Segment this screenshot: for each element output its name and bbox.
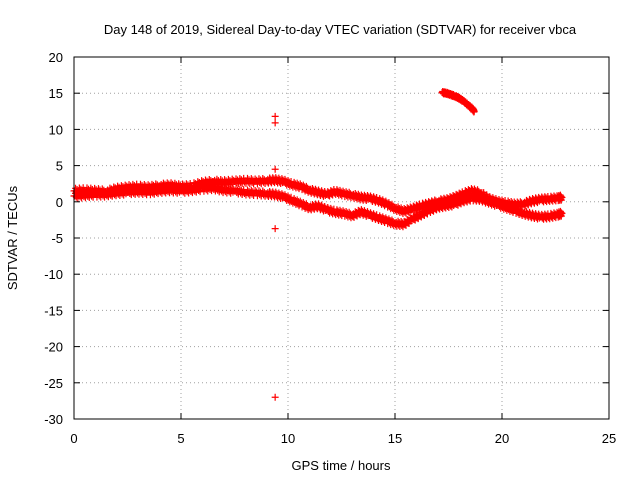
outlier-point [271, 119, 279, 127]
x-tick-label: 10 [281, 431, 295, 446]
x-tick-label: 15 [388, 431, 402, 446]
y-tick-label: 15 [49, 86, 63, 101]
data-point [287, 193, 295, 201]
data-point [213, 182, 221, 190]
x-tick-label: 20 [495, 431, 509, 446]
y-tick-label: 20 [49, 50, 63, 65]
series-outliers [271, 112, 279, 401]
grid-lines [74, 57, 609, 419]
x-tick-label: 5 [177, 431, 184, 446]
y-tick-label: -5 [51, 231, 63, 246]
outlier-point [271, 393, 279, 401]
data-point [470, 107, 478, 115]
x-axis-label: GPS time / hours [292, 458, 391, 473]
y-tick-label: 5 [56, 159, 63, 174]
data-markers [70, 87, 566, 401]
y-tick-label: -15 [44, 303, 63, 318]
y-tick-label: -25 [44, 376, 63, 391]
chart-title: Day 148 of 2019, Sidereal Day-to-day VTE… [104, 22, 577, 37]
data-point [558, 209, 566, 217]
y-tick-label: 0 [56, 195, 63, 210]
x-tick-label: 25 [602, 431, 616, 446]
y-tick-label: 10 [49, 122, 63, 137]
data-point [558, 193, 566, 201]
data-point [217, 183, 225, 191]
x-tick-label: 0 [70, 431, 77, 446]
y-tick-label: -10 [44, 267, 63, 282]
series-late-segment [438, 87, 478, 116]
axis-ticks: 0 5 10 15 20 25 -30 -25 -20 -15 -10 -5 0 5 10 15 20 [44, 50, 616, 446]
y-tick-label: -30 [44, 412, 63, 427]
outlier-point [271, 225, 279, 233]
series-band-b [70, 182, 566, 231]
y-tick-label: -20 [44, 340, 63, 355]
y-axis-label: SDTVAR / TECUs [5, 185, 20, 290]
outlier-point [271, 112, 279, 120]
outlier-point [271, 165, 279, 173]
